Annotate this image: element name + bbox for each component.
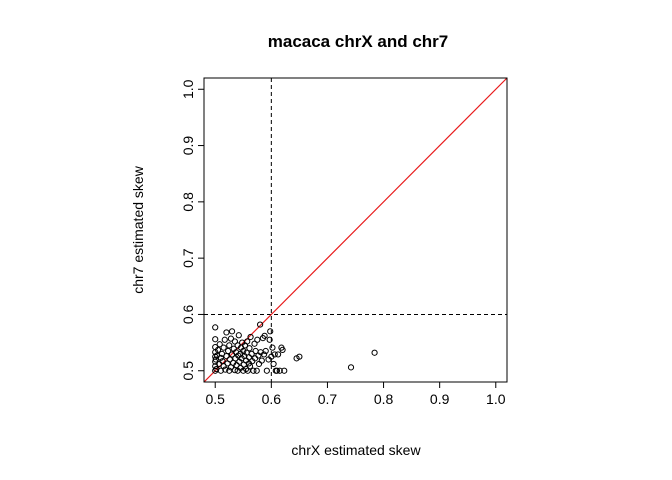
y-tick-label: 0.7 <box>180 248 196 268</box>
data-point <box>253 367 260 374</box>
data-point <box>248 350 255 357</box>
data-point <box>254 336 261 343</box>
data-point <box>228 328 236 335</box>
data-point <box>214 346 222 354</box>
data-point <box>274 351 282 358</box>
x-tick-label: 0.6 <box>262 391 282 407</box>
data-point <box>227 335 235 342</box>
data-point <box>244 338 251 345</box>
data-point <box>247 333 254 341</box>
y-tick-label: 0.5 <box>180 361 196 381</box>
data-point <box>258 357 265 364</box>
x-tick-label: 0.7 <box>318 391 338 407</box>
x-tick-label: 0.5 <box>205 391 225 407</box>
data-point <box>217 354 224 361</box>
data-point <box>250 367 257 374</box>
reference-lines <box>203 77 508 383</box>
data-point <box>260 351 268 358</box>
data-point <box>220 363 227 370</box>
data-point <box>223 329 230 336</box>
data-point <box>255 360 263 368</box>
data-point <box>231 338 238 345</box>
plot-frame <box>203 77 508 383</box>
data-point <box>212 336 219 343</box>
data-point <box>246 345 253 352</box>
data-point <box>269 344 276 351</box>
data-point <box>266 336 273 343</box>
data-point <box>235 332 242 339</box>
data-point <box>270 360 277 368</box>
data-point <box>347 364 355 371</box>
y-tick-label: 0.6 <box>180 305 196 325</box>
data-point <box>220 344 227 351</box>
data-point <box>276 367 283 374</box>
data-point <box>261 332 268 339</box>
data-point <box>262 347 269 355</box>
data-points <box>212 321 378 374</box>
x-axis: 0.5 0.6 0.7 0.8 0.9 1.0 <box>205 382 506 407</box>
data-point <box>281 367 288 374</box>
data-point <box>212 324 219 331</box>
diagonal-reference-line <box>203 77 508 383</box>
y-tick-label: 1.0 <box>180 79 196 99</box>
y-axis: 0.5 0.6 0.7 0.8 0.9 1.0 <box>180 79 204 380</box>
data-point <box>246 363 254 370</box>
data-point <box>222 366 229 373</box>
data-point <box>257 321 264 328</box>
chart-title: macaca chrX and chr7 <box>268 32 448 51</box>
y-axis-label: chr7 estimated skew <box>130 165 146 293</box>
y-tick-label: 0.9 <box>180 136 196 156</box>
data-point <box>226 356 233 363</box>
data-point <box>273 367 281 374</box>
data-point <box>279 346 286 354</box>
data-point <box>296 353 303 360</box>
data-point <box>251 340 258 347</box>
x-tick-label: 1.0 <box>486 391 506 407</box>
data-point <box>267 328 274 335</box>
x-tick-label: 0.8 <box>374 391 394 407</box>
data-point <box>216 341 223 348</box>
data-point <box>271 351 278 358</box>
data-point <box>225 347 232 355</box>
x-tick-label: 0.9 <box>430 391 450 407</box>
data-point <box>226 342 233 349</box>
y-tick-label: 0.8 <box>180 192 196 212</box>
data-point <box>263 367 270 374</box>
data-point <box>242 365 250 373</box>
x-axis-label: chrX estimated skew <box>291 442 421 458</box>
data-point <box>371 349 378 356</box>
data-point <box>221 336 228 343</box>
